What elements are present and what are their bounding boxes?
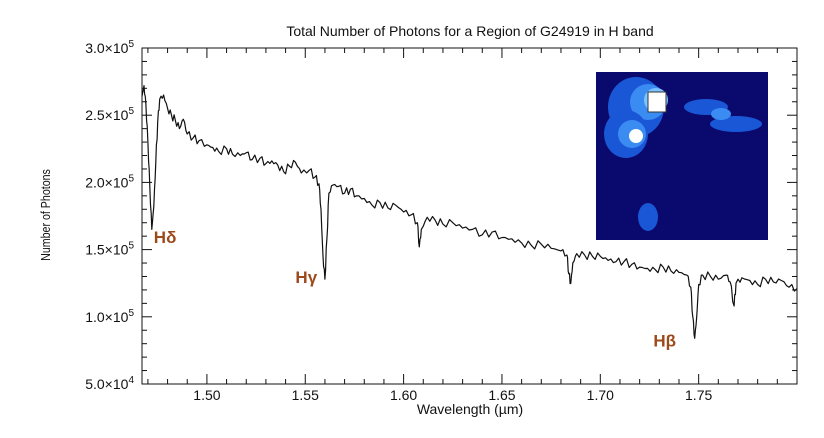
y-tick-label: 1.5×105 bbox=[85, 241, 134, 258]
inset-blob bbox=[638, 203, 658, 231]
inset-blob bbox=[711, 108, 731, 120]
line-label: Hβ bbox=[653, 331, 676, 350]
line-label: Hγ bbox=[295, 268, 317, 287]
x-tick-label: 1.75 bbox=[685, 387, 712, 403]
y-axis-label: Number of Photons bbox=[38, 169, 53, 261]
x-tick-label: 1.60 bbox=[390, 387, 417, 403]
x-axis-label: Wavelength (µm) bbox=[417, 401, 523, 417]
x-tick-label: 1.70 bbox=[587, 387, 614, 403]
x-tick-label: 1.50 bbox=[193, 387, 220, 403]
chart-title: Total Number of Photons for a Region of … bbox=[286, 23, 653, 39]
y-tick-label: 5.0×104 bbox=[85, 375, 134, 392]
inset-blob bbox=[710, 116, 762, 132]
annotation-layer: Hδ Hγ Hβ bbox=[154, 228, 676, 350]
series-layer bbox=[141, 85, 798, 339]
inset-highlight-box bbox=[647, 91, 667, 113]
y-tick-label: 1.0×105 bbox=[85, 308, 134, 325]
x-tick-label: 1.65 bbox=[488, 387, 515, 403]
y-tick-label: 2.5×105 bbox=[85, 106, 134, 123]
spectrum-line bbox=[141, 85, 798, 339]
x-tick-label: 1.55 bbox=[292, 387, 319, 403]
plot-frame bbox=[141, 47, 798, 385]
inset-image bbox=[596, 72, 768, 240]
inset-blob bbox=[629, 129, 643, 143]
axes: 1.50 1.55 1.60 1.65 1.70 1.75 5.0×104 1.0×105 1.… bbox=[85, 39, 798, 403]
line-label: Hδ bbox=[154, 228, 177, 247]
y-tick-label: 2.0×105 bbox=[85, 173, 134, 190]
y-tick-label: 3.0×105 bbox=[85, 39, 134, 56]
